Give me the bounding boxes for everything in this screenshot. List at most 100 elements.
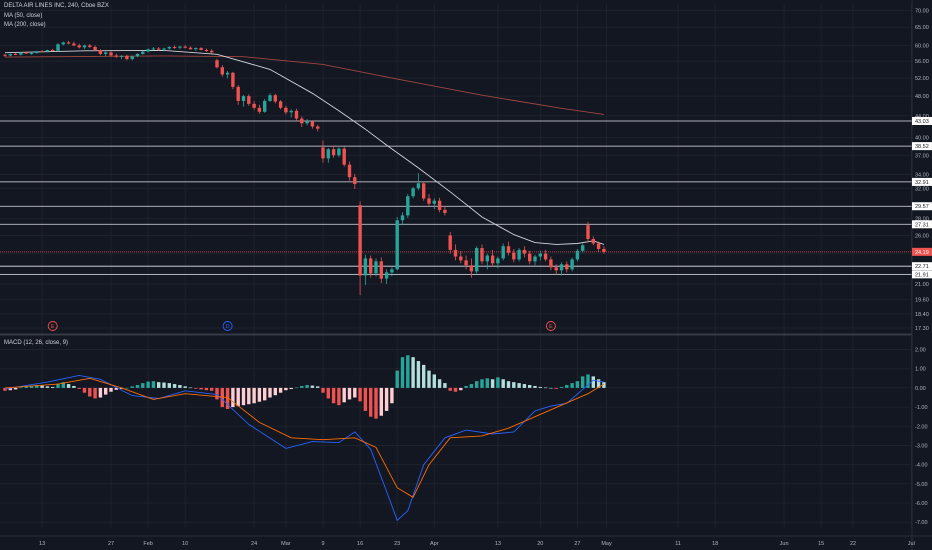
macd-histogram-bar [469, 384, 474, 388]
time-tick-label: 13 [39, 541, 45, 547]
macd-histogram-bar [390, 387, 394, 404]
macd-histogram-bar [464, 385, 468, 388]
ma50-line [4, 49, 605, 245]
macd-histogram-bar [533, 385, 537, 388]
time-axis[interactable]: 13 27 Feb 10 24 Mar 9 16 23 Apr 13 20 27 May 11 18 Jun 15… [0, 535, 932, 547]
candle [406, 194, 410, 218]
candle [278, 99, 283, 110]
candle-body [241, 96, 246, 101]
candle [512, 248, 516, 263]
candle-body [437, 200, 442, 210]
candle-body [586, 225, 590, 239]
candle-body [24, 52, 28, 54]
candle [570, 257, 574, 272]
candle-body [125, 55, 129, 60]
candle-body [72, 43, 76, 46]
candle-body [353, 177, 357, 185]
candle-body [61, 42, 65, 45]
candle [369, 255, 373, 278]
macd-histogram-bar [24, 386, 28, 388]
candle [310, 120, 315, 129]
candle [400, 212, 405, 226]
candle [183, 45, 187, 49]
macd-panel[interactable] [3, 355, 606, 522]
macd-tick-label: -2.00 [915, 424, 928, 430]
macd-histogram-bar [475, 381, 479, 388]
macd-histogram-bar [310, 385, 315, 388]
legend-ma200[interactable]: MA (200, close) [4, 22, 46, 28]
time-tick-label: 22 [850, 541, 856, 547]
price-axis[interactable]: 70.00 65.00 60.00 56.00 52.00 48.00 44.00 40.00… [911, 0, 932, 550]
price-tick-label: 26.00 [915, 233, 929, 239]
macd-histogram-bar [347, 387, 352, 400]
candle [56, 43, 60, 52]
macd-histogram-bar [331, 387, 336, 404]
macd-histogram-bar [300, 385, 304, 388]
price-tick-label: 60.00 [915, 43, 929, 49]
candle-body [119, 55, 124, 57]
macd-histogram-bar [506, 381, 511, 388]
candle-body [559, 264, 564, 271]
legend-symbol[interactable]: DELTA AIR LINES INC, 240, Cboe BZX [4, 3, 109, 9]
candle [3, 53, 7, 58]
legend-macd[interactable]: MACD (12, 26, close, 9) [4, 340, 69, 346]
macd-histogram-bar [496, 377, 500, 388]
macd-tick-label: 0.00 [915, 386, 926, 392]
candle-body [316, 126, 320, 129]
candle-body [554, 267, 558, 271]
candle-body [384, 272, 389, 279]
candle [528, 250, 532, 265]
candle-body [591, 238, 595, 244]
time-tick-label: Mar [281, 541, 291, 547]
candle [533, 254, 537, 266]
candle [300, 116, 304, 128]
candle [427, 194, 431, 206]
candle-body [602, 248, 606, 252]
macd-histogram-bar [61, 382, 65, 388]
price-tick-label: 19.60 [915, 298, 929, 304]
candle-body [427, 198, 431, 204]
macd-histogram-bar [77, 387, 81, 389]
macd-histogram-bar [146, 381, 150, 388]
macd-histogram-bar [51, 386, 55, 388]
candle [390, 267, 394, 277]
candle-body [485, 255, 489, 262]
candle [294, 108, 299, 122]
candle [554, 264, 558, 275]
candle [125, 54, 129, 61]
price-tick-label: 34.00 [915, 172, 929, 178]
time-tick-label: 18 [712, 541, 718, 547]
candle [135, 53, 140, 58]
candle-body [45, 50, 50, 52]
macd-histogram-bar [130, 386, 134, 388]
candle-body [321, 147, 325, 159]
candle-body [268, 95, 272, 101]
macd-histogram-bar [241, 387, 246, 406]
event-marker-label: D [226, 324, 230, 330]
macd-histogram-bar [363, 387, 368, 411]
legend-ma50[interactable]: MA (50, close) [4, 13, 43, 19]
candle [496, 256, 500, 269]
candle [210, 49, 214, 54]
event-marker: D [222, 321, 233, 331]
horizontal-line-label-bg [912, 262, 932, 271]
macd-histogram-bar [162, 382, 166, 388]
macd-histogram-bar [528, 385, 532, 388]
macd-histogram-bar [512, 382, 516, 388]
macd-tick-label: -1.00 [915, 405, 928, 411]
candle-body [13, 53, 18, 55]
macd-histogram-bar [45, 386, 50, 388]
candle-body [459, 256, 463, 261]
ma200-line [4, 55, 604, 115]
macd-histogram-bar [374, 387, 378, 419]
candle-body [151, 48, 156, 50]
macd-histogram-bar [490, 379, 495, 388]
macd-histogram-bar [13, 387, 18, 390]
macd-histogram-bar [358, 387, 362, 402]
time-tick-label: Jun [780, 541, 789, 547]
candle-body [194, 48, 198, 50]
macd-histogram-bar [437, 379, 442, 388]
candle [167, 46, 171, 50]
